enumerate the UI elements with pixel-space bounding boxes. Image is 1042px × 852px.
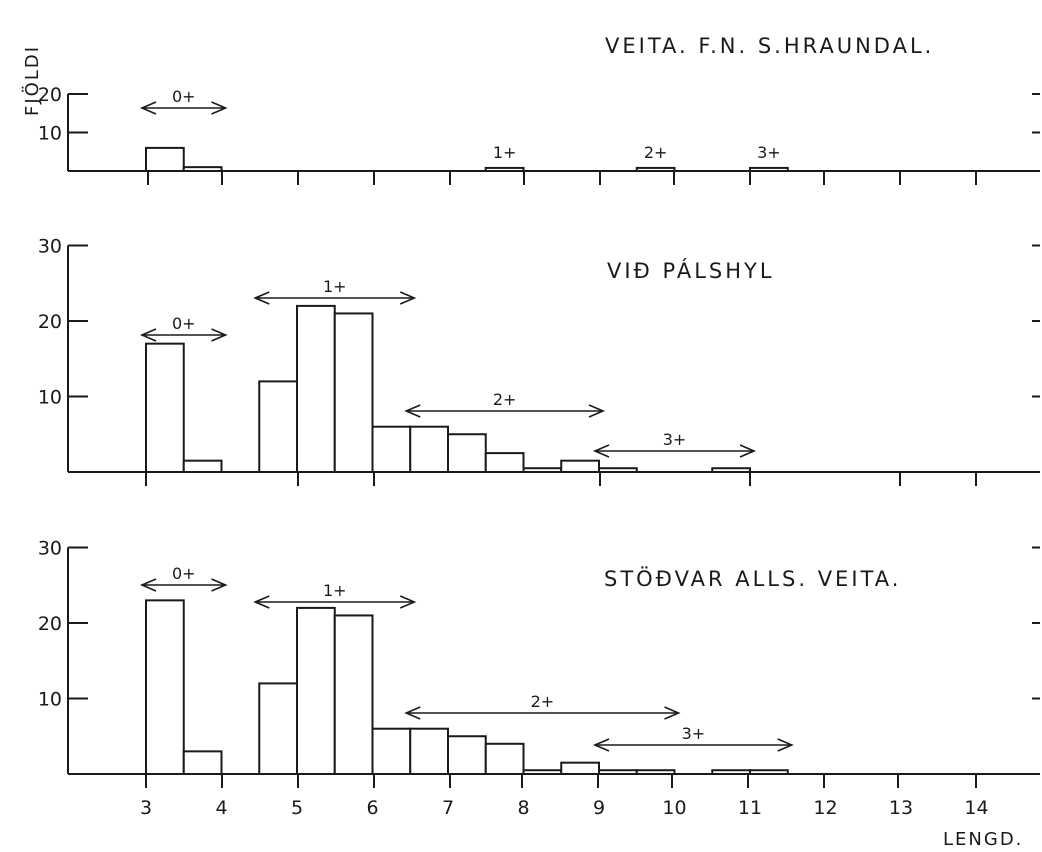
y-tick-label: 20 bbox=[38, 311, 62, 333]
histogram-bar bbox=[296, 606, 336, 776]
histogram-bar bbox=[635, 166, 676, 172]
histogram-bar bbox=[258, 682, 298, 776]
histogram-bar bbox=[145, 146, 185, 172]
age-group-label: 0+ bbox=[172, 87, 196, 106]
x-tick-label: 7 bbox=[442, 797, 454, 819]
age-group-label: 1+ bbox=[323, 277, 347, 296]
y-tick-label: 10 bbox=[38, 689, 62, 711]
y-tick-label: 10 bbox=[38, 123, 62, 145]
histogram-bar bbox=[560, 459, 600, 473]
y-tick-label: 10 bbox=[38, 387, 62, 409]
histogram-bar bbox=[371, 425, 412, 474]
y-axis-title: FJÖLDI bbox=[21, 45, 43, 116]
panel-title: VIÐ PÁLSHYL bbox=[607, 258, 775, 283]
age-group-label: 1+ bbox=[323, 581, 347, 600]
histogram-bar bbox=[409, 425, 449, 474]
age-group-label: 2+ bbox=[493, 390, 517, 409]
histogram-bar bbox=[711, 769, 751, 775]
histogram-bar bbox=[749, 166, 789, 172]
histogram-bar bbox=[484, 166, 525, 172]
x-tick-label: 10 bbox=[662, 797, 686, 819]
panel-1: 20 10 VEITA. F.N. S.HRAUNDAL. FJÖLDI 0+ 1+ 2+ 3… bbox=[21, 34, 1040, 185]
age-group-arrow bbox=[404, 404, 606, 418]
histogram-bar bbox=[598, 467, 638, 474]
histogram-bar bbox=[447, 735, 487, 775]
x-tick-label: 13 bbox=[889, 797, 913, 819]
age-group-arrow bbox=[253, 595, 417, 609]
age-group-label: 0+ bbox=[172, 314, 196, 333]
histogram-bar bbox=[145, 599, 185, 775]
x-tick-label: 8 bbox=[517, 797, 529, 819]
age-group-arrow bbox=[139, 328, 228, 342]
x-tick-label: 14 bbox=[964, 797, 988, 819]
panel-3: 30 20 10 STÖÐVAR ALLS. VEITA. 3 4 5 6 7 8 9 10 11 12 1… bbox=[38, 538, 1040, 850]
histogram-bar bbox=[296, 304, 336, 473]
histogram-bar bbox=[182, 750, 223, 775]
age-group-label: 3+ bbox=[663, 430, 687, 449]
histogram-bar bbox=[749, 769, 789, 775]
histogram-bar bbox=[522, 769, 563, 775]
histogram-bar bbox=[333, 312, 374, 474]
histogram-bar bbox=[333, 614, 374, 776]
histogram-bar bbox=[598, 769, 638, 775]
age-group-label: 2+ bbox=[644, 143, 668, 162]
panel-title: STÖÐVAR ALLS. VEITA. bbox=[604, 566, 901, 591]
age-group-arrow bbox=[592, 444, 757, 458]
x-tick-label: 4 bbox=[215, 797, 227, 819]
histogram-bar bbox=[409, 727, 449, 776]
age-group-label: 3+ bbox=[757, 143, 781, 162]
age-group-label: 0+ bbox=[172, 564, 196, 583]
histogram-bar bbox=[371, 727, 412, 776]
histogram-bar bbox=[484, 452, 525, 473]
age-group-arrow bbox=[139, 101, 228, 115]
age-group-arrow bbox=[139, 578, 228, 592]
histogram-bar bbox=[182, 459, 223, 473]
histogram-bar bbox=[560, 761, 600, 775]
y-tick-label: 20 bbox=[38, 84, 62, 106]
y-tick-label: 30 bbox=[38, 236, 62, 258]
histogram-bar bbox=[182, 166, 223, 172]
x-tick-label: 5 bbox=[291, 797, 303, 819]
age-group-arrow bbox=[404, 706, 681, 720]
x-tick-label: 6 bbox=[366, 797, 378, 819]
age-group-label: 3+ bbox=[682, 724, 706, 743]
age-group-label: 1+ bbox=[493, 143, 517, 162]
histogram-bar bbox=[258, 380, 298, 473]
histogram-bar bbox=[522, 467, 563, 474]
age-group-label: 2+ bbox=[531, 692, 555, 711]
y-tick-label: 30 bbox=[38, 538, 62, 560]
y-tick-label: 20 bbox=[38, 613, 62, 635]
histogram-bar bbox=[635, 769, 676, 775]
x-tick-label: 11 bbox=[738, 797, 762, 819]
panel-2: 30 20 10 VIÐ PÁLSHYL 0+ 1+ 2+ 3+ bbox=[38, 236, 1040, 486]
age-group-arrow bbox=[253, 291, 417, 305]
age-group-arrow bbox=[592, 738, 794, 752]
x-axis-title: LENGD. bbox=[943, 829, 1023, 850]
x-tick-label: 3 bbox=[140, 797, 152, 819]
histogram-bar bbox=[145, 342, 185, 473]
histogram-bar bbox=[711, 467, 751, 474]
x-tick-label: 12 bbox=[813, 797, 837, 819]
x-tick-label: 9 bbox=[593, 797, 605, 819]
histogram-bar bbox=[447, 433, 487, 473]
histogram-bar bbox=[484, 742, 525, 775]
panel-title: VEITA. F.N. S.HRAUNDAL. bbox=[605, 34, 934, 58]
